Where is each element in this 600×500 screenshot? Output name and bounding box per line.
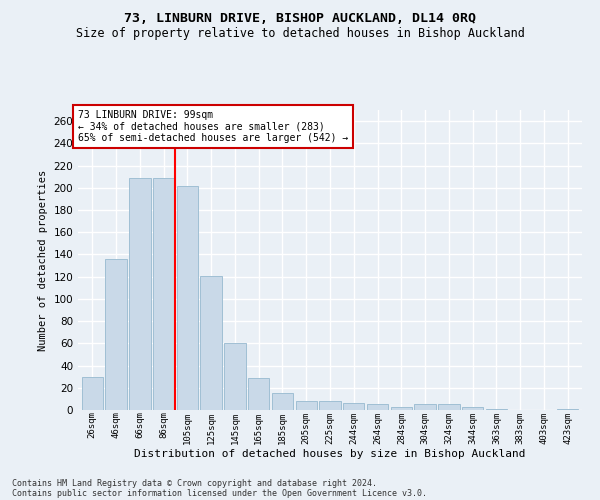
- Bar: [224, 344, 245, 410]
- Bar: [106, 259, 127, 410]
- Bar: [200, 276, 222, 410]
- Bar: [367, 404, 388, 410]
- Text: Size of property relative to detached houses in Bishop Auckland: Size of property relative to detached ho…: [76, 28, 524, 40]
- Text: 73 LINBURN DRIVE: 99sqm
← 34% of detached houses are smaller (283)
65% of semi-d: 73 LINBURN DRIVE: 99sqm ← 34% of detache…: [78, 110, 348, 143]
- Bar: [296, 401, 317, 410]
- Bar: [415, 404, 436, 410]
- Bar: [438, 404, 460, 410]
- Bar: [486, 409, 507, 410]
- Text: 73, LINBURN DRIVE, BISHOP AUCKLAND, DL14 0RQ: 73, LINBURN DRIVE, BISHOP AUCKLAND, DL14…: [124, 12, 476, 26]
- Bar: [129, 178, 151, 410]
- Bar: [272, 394, 293, 410]
- Bar: [82, 376, 103, 410]
- Bar: [176, 186, 198, 410]
- Bar: [153, 178, 174, 410]
- Bar: [343, 404, 364, 410]
- Text: Contains HM Land Registry data © Crown copyright and database right 2024.: Contains HM Land Registry data © Crown c…: [12, 478, 377, 488]
- Bar: [391, 406, 412, 410]
- Bar: [319, 401, 341, 410]
- Y-axis label: Number of detached properties: Number of detached properties: [38, 170, 48, 350]
- Bar: [248, 378, 269, 410]
- Bar: [557, 409, 578, 410]
- Bar: [462, 406, 484, 410]
- Text: Contains public sector information licensed under the Open Government Licence v3: Contains public sector information licen…: [12, 488, 427, 498]
- X-axis label: Distribution of detached houses by size in Bishop Auckland: Distribution of detached houses by size …: [134, 449, 526, 459]
